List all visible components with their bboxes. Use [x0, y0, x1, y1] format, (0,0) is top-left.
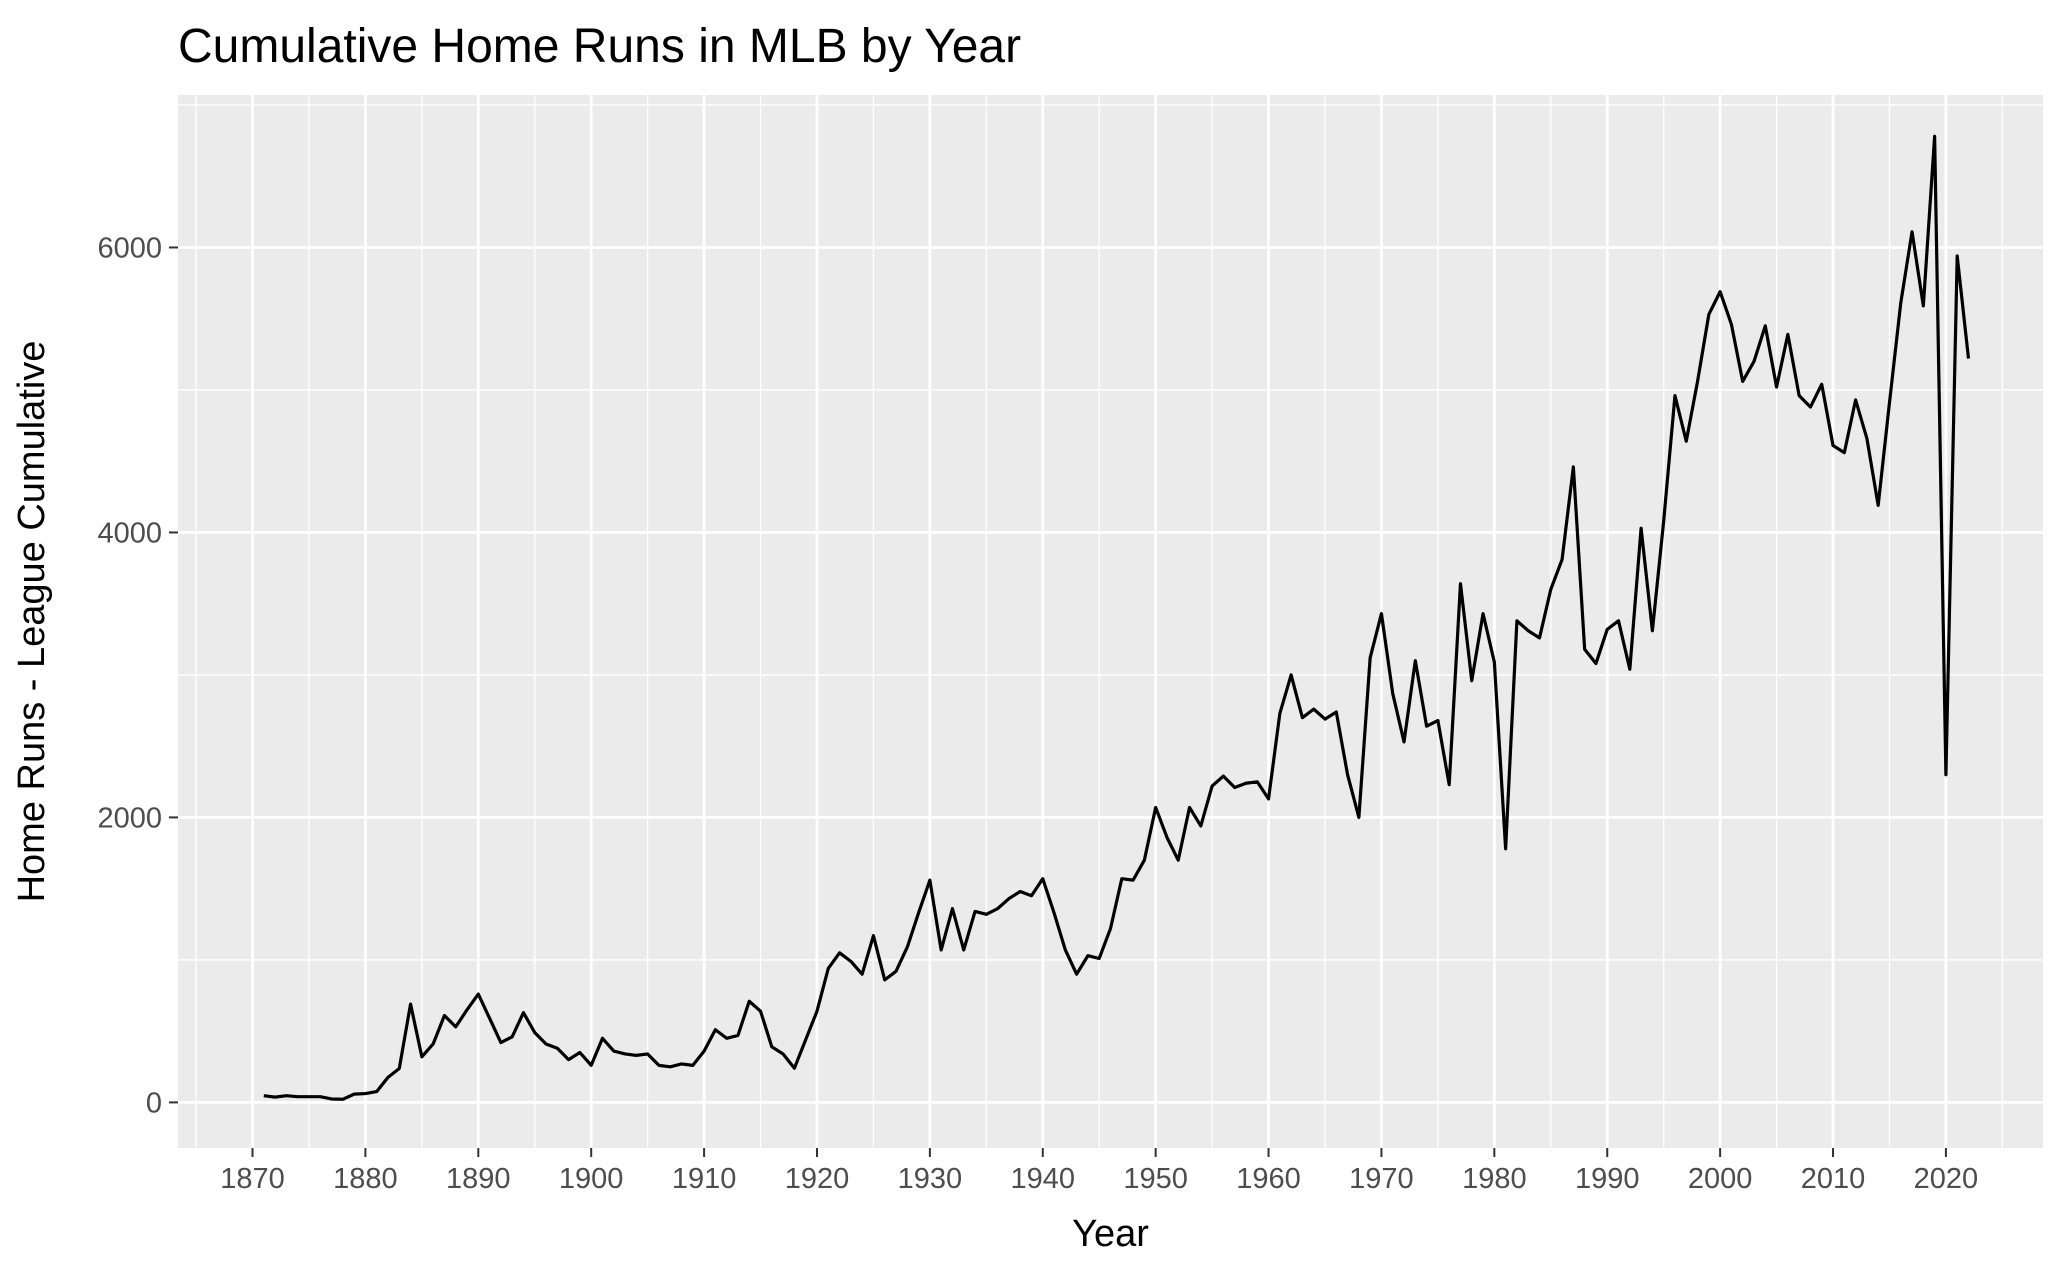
major-gridlines — [178, 95, 2043, 1148]
y-axis: 0 2000 4000 6000 — [97, 232, 178, 1119]
x-tick-label: 1870 — [220, 1163, 285, 1195]
series-line-home-runs — [263, 134, 1971, 1101]
x-tick-label: 1900 — [559, 1163, 624, 1195]
y-axis-title: Home Runs - League Cumulative — [11, 341, 53, 903]
y-tick-label: 4000 — [97, 517, 162, 549]
x-axis-title: Year — [1072, 1213, 1149, 1255]
x-tick-label: 1970 — [1349, 1163, 1414, 1195]
x-tick-label: 2000 — [1688, 1163, 1753, 1195]
chart-title: Cumulative Home Runs in MLB by Year — [178, 20, 1021, 73]
x-tick-label: 1920 — [785, 1163, 850, 1195]
x-axis: 1870 1880 1890 1900 1910 1920 1930 1940 1950 1960… — [220, 1148, 1978, 1195]
x-tick-label: 2010 — [1801, 1163, 1866, 1195]
x-tick-label: 1880 — [333, 1163, 398, 1195]
plot-panel — [178, 95, 2043, 1148]
minor-gridlines — [178, 95, 2043, 1148]
x-tick-label: 1950 — [1123, 1163, 1188, 1195]
y-tick-label: 6000 — [97, 232, 162, 264]
x-tick-label: 1890 — [446, 1163, 511, 1195]
x-tick-label: 1990 — [1575, 1163, 1640, 1195]
x-tick-label: 1930 — [898, 1163, 963, 1195]
x-tick-label: 1960 — [1236, 1163, 1301, 1195]
x-tick-label: 1980 — [1462, 1163, 1527, 1195]
y-tick-label: 2000 — [97, 802, 162, 834]
x-tick-label: 1910 — [672, 1163, 737, 1195]
x-tick-label: 2020 — [1914, 1163, 1979, 1195]
y-tick-label: 0 — [146, 1087, 162, 1119]
x-tick-label: 1940 — [1011, 1163, 1076, 1195]
